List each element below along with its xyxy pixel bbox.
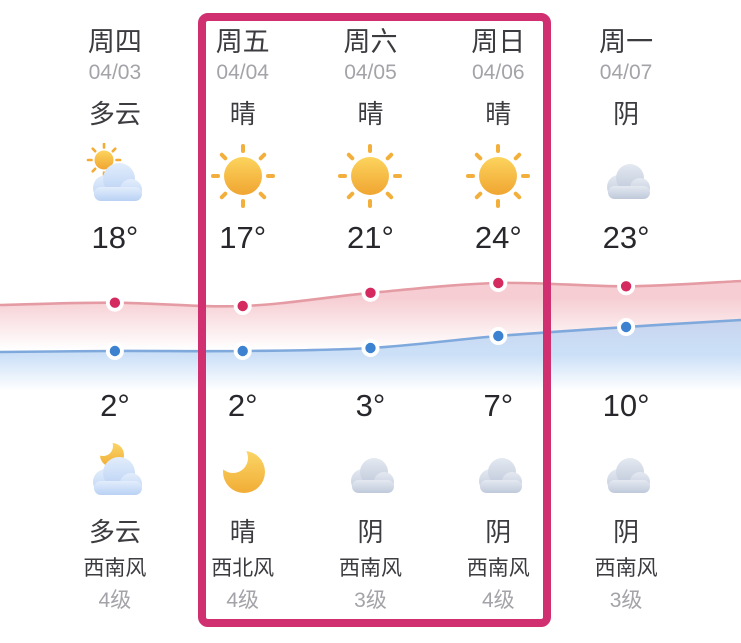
night-condition: 晴 [229, 517, 256, 547]
day-label: 周六 [343, 27, 398, 57]
high-temp: 18° [91, 220, 139, 255]
high-temp: 23° [602, 220, 650, 255]
cloud-icon [562, 434, 690, 506]
cloud-icon [307, 434, 435, 506]
chart-spacer [179, 258, 307, 386]
date-label: 04/05 [344, 61, 397, 84]
day-condition: 晴 [485, 99, 512, 129]
night-condition: 阴 [485, 517, 512, 547]
cloud-icon [434, 434, 562, 506]
day-column-thu[interactable]: 周四 04/03 多云 18° 2° 多云 西南风 4级 [51, 0, 179, 643]
high-temp: 17° [219, 220, 267, 255]
moon-icon [179, 434, 307, 506]
chart-spacer [307, 258, 435, 386]
date-label: 04/06 [472, 61, 525, 84]
date-label: 04/04 [216, 61, 269, 84]
high-temp: 21° [347, 220, 394, 255]
low-temp: 2° [227, 388, 258, 423]
wind-level: 4级 [98, 589, 132, 612]
day-label: 周四 [87, 27, 142, 57]
night-condition: 多云 [88, 517, 141, 547]
date-label: 04/03 [88, 61, 142, 84]
day-column-sat[interactable]: 周六 04/05 晴 21° 3° 阴 西南风 3级 [307, 0, 435, 643]
chart-spacer [562, 258, 690, 386]
day-condition: 晴 [357, 99, 384, 129]
sun-icon [179, 140, 307, 212]
low-temp: 10° [602, 388, 650, 423]
temperature-trend-chart [0, 274, 741, 392]
day-condition: 阴 [613, 99, 640, 129]
day-label: 周一 [599, 27, 654, 57]
wind-direction: 西南风 [338, 557, 402, 580]
wind-direction: 西南风 [466, 557, 530, 580]
wind-level: 4级 [226, 589, 260, 612]
cloud-icon [562, 140, 690, 212]
wind-direction: 西北风 [211, 557, 275, 580]
day-label: 周五 [215, 27, 270, 57]
night-condition: 阴 [613, 517, 640, 547]
night-condition: 阴 [357, 517, 384, 547]
day-condition: 多云 [88, 99, 141, 129]
day-label: 周日 [471, 27, 526, 57]
wind-level: 3级 [609, 589, 643, 612]
moon-behind-cloud-icon [51, 434, 179, 506]
low-temp: 2° [100, 388, 130, 423]
wind-level: 4级 [481, 589, 515, 612]
wind-direction: 西南风 [83, 557, 147, 580]
day-column-mon[interactable]: 周一 04/07 阴 23° 10° 阴 西南风 3级 [562, 0, 690, 643]
chart-spacer [434, 258, 562, 386]
low-temp: 3° [355, 388, 386, 423]
day-column-fri[interactable]: 周五 04/04 晴 17° 2° 晴 西北风 4级 [179, 0, 307, 643]
day-condition: 晴 [229, 99, 256, 129]
sun-icon [434, 140, 562, 212]
sun-behind-cloud-icon [51, 140, 179, 212]
date-label: 04/07 [599, 61, 653, 84]
wind-level: 3级 [354, 589, 387, 612]
high-temp: 24° [474, 220, 522, 255]
chart-spacer [51, 258, 179, 386]
wind-direction: 西南风 [594, 557, 658, 580]
low-temp: 7° [483, 388, 514, 423]
day-column-sun[interactable]: 周日 04/06 晴 24° 7° 阴 西南风 4级 [434, 0, 562, 643]
sun-icon [307, 140, 435, 212]
